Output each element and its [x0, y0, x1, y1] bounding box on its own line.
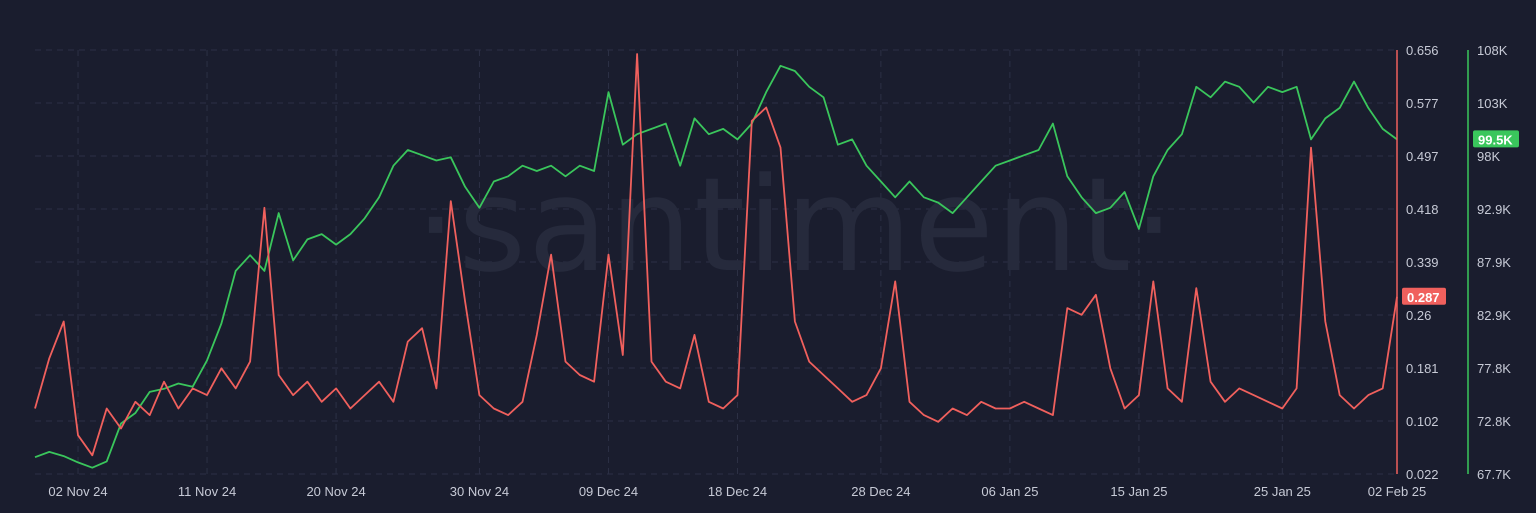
x-axis-tick-label: 28 Dec 24: [851, 484, 910, 499]
right-axis-tick-label: 0.022: [1406, 467, 1439, 482]
x-axis-tick-label: 06 Jan 25: [981, 484, 1038, 499]
series-line-green: [34, 64, 1398, 469]
x-axis-tick-label: 02 Nov 24: [48, 484, 107, 499]
last-value-label-red: 0.287: [1407, 290, 1440, 305]
last-value-badges: 99.5K 0.287: [1402, 130, 1519, 305]
x-axis-tick-label: 30 Nov 24: [450, 484, 509, 499]
x-axis-tick-label: 25 Jan 25: [1254, 484, 1311, 499]
x-axis-tick-label: 02 Feb 25: [1368, 484, 1427, 499]
right-axis-tick-label: 0.497: [1406, 149, 1439, 164]
far-right-axis-tick-label: 103K: [1477, 96, 1508, 111]
far-right-axis-tick-label: 82.9K: [1477, 308, 1511, 323]
last-value-label-green: 99.5K: [1478, 132, 1513, 147]
tick-labels: 0.656 108K 0.577 103K 0.497 98K 0.418 92.9K 0.33…: [48, 43, 1511, 499]
last-value-badge-red: [1402, 287, 1446, 305]
santiment-watermark: ·santiment·: [415, 149, 1177, 301]
x-axis-tick-label: 20 Nov 24: [306, 484, 365, 499]
right-axis-tick-label: 0.181: [1406, 361, 1439, 376]
right-axis-tick-label: 0.26: [1406, 308, 1431, 323]
far-right-axis-tick-label: 98K: [1477, 149, 1500, 164]
right-axis-tick-label: 0.102: [1406, 414, 1439, 429]
right-axis-tick-label: 0.656: [1406, 43, 1439, 58]
far-right-axis-tick-label: 108K: [1477, 43, 1508, 58]
x-axis-tick-label: 18 Dec 24: [708, 484, 767, 499]
right-axis-tick-label: 0.339: [1406, 255, 1439, 270]
series-layer: [34, 53, 1398, 469]
x-axis-tick-label: 15 Jan 25: [1110, 484, 1167, 499]
x-axis-tick-label: 09 Dec 24: [579, 484, 638, 499]
x-axis-tick-label: 11 Nov 24: [178, 484, 236, 499]
last-value-badge-green: [1473, 130, 1519, 148]
far-right-axis-tick-label: 92.9K: [1477, 202, 1511, 217]
axes: [1396, 50, 1469, 474]
far-right-axis-tick-label: 87.9K: [1477, 255, 1511, 270]
far-right-axis-tick-label: 67.7K: [1477, 467, 1511, 482]
grid: [35, 49, 1397, 475]
right-axis-tick-label: 0.418: [1406, 202, 1439, 217]
far-right-axis-tick-label: 72.8K: [1477, 414, 1511, 429]
right-axis-tick-label: 0.577: [1406, 96, 1439, 111]
series-line-red: [34, 53, 1398, 457]
far-right-axis-tick-label: 77.8K: [1477, 361, 1511, 376]
